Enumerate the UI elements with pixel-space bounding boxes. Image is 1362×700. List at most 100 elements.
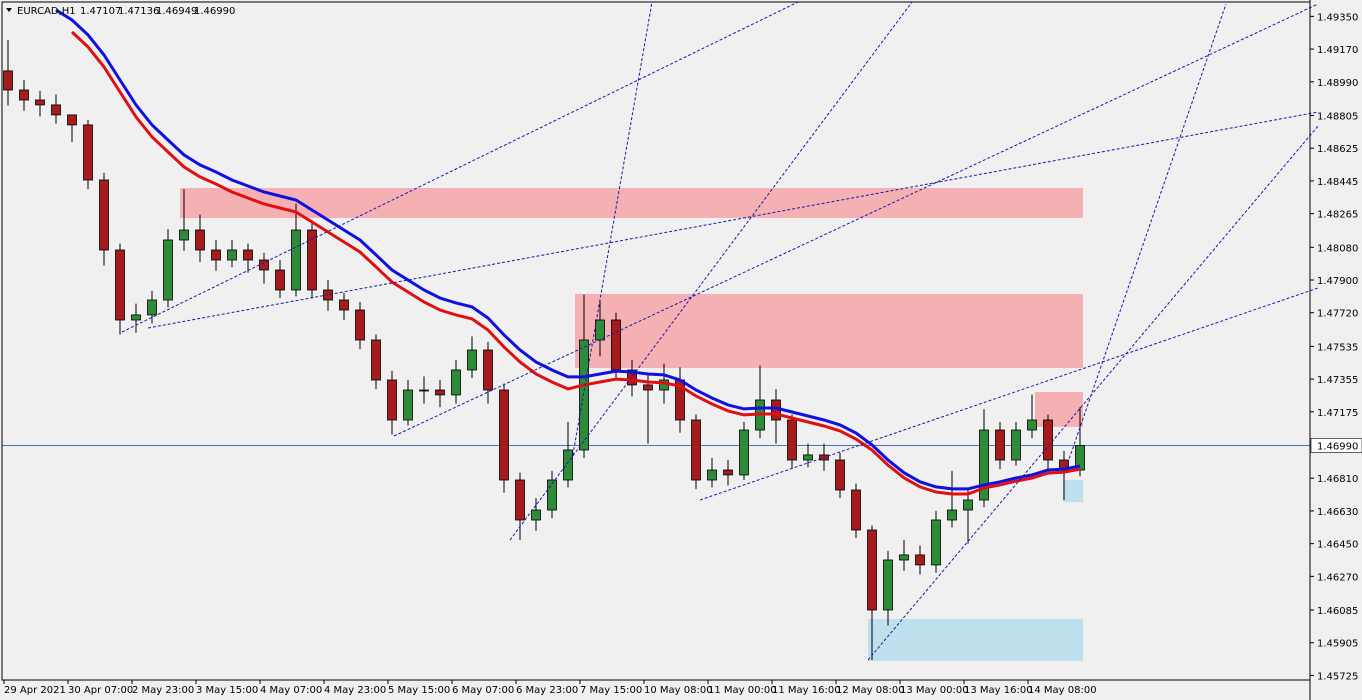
axis: 1.49350 1.49170 1.48990 1.48805 1.48625 1.484… — [3, 0, 1362, 700]
candle-body — [595, 319, 605, 341]
y-tick-label: 1.49350 — [1317, 12, 1358, 23]
candle-body — [611, 319, 621, 371]
candle-body — [243, 249, 253, 261]
candle-body — [451, 369, 461, 396]
candle-body — [35, 99, 45, 106]
candle-body — [163, 239, 173, 301]
x-tick-label: 12 May 08:00 — [836, 685, 905, 696]
candle-body — [467, 349, 477, 371]
candle-body — [499, 389, 509, 481]
trend-line — [509, 1, 913, 541]
candle-body — [179, 229, 189, 241]
candle-body — [195, 229, 205, 251]
candle-body — [627, 369, 637, 386]
candle-body — [147, 299, 157, 316]
trend-line — [867, 125, 1319, 661]
candle-body — [691, 419, 701, 481]
candle-body — [67, 114, 77, 126]
y-tick-label: 1.48625 — [1317, 144, 1358, 155]
candle-body — [291, 229, 301, 291]
y-tick-label: 1.49170 — [1317, 45, 1358, 56]
candle-body — [995, 429, 1005, 461]
x-tick-label: 11 May 00:00 — [708, 685, 777, 696]
x-tick-label: 30 Apr 07:00 — [68, 685, 133, 696]
x-tick-label: 13 May 16:00 — [964, 685, 1033, 696]
candle-body — [131, 314, 141, 321]
candle-body — [915, 554, 925, 566]
candle-body — [19, 89, 29, 101]
current-price-label: 1.46990 — [1317, 441, 1358, 452]
zone — [180, 188, 1083, 218]
candle-body — [979, 429, 989, 501]
candle-body — [803, 454, 813, 461]
candle-body — [99, 179, 109, 251]
y-tick-label: 1.48805 — [1317, 111, 1358, 122]
candle-body — [483, 349, 493, 391]
candle-body — [435, 389, 445, 396]
trend-lines — [121, 1, 1319, 661]
x-tick-label: 11 May 16:00 — [772, 685, 841, 696]
candle-body — [339, 299, 349, 311]
y-tick-label: 1.48265 — [1317, 210, 1358, 221]
candle-body — [1011, 429, 1021, 461]
x-tick-label: 10 May 08:00 — [644, 685, 713, 696]
header-high: 1.47136 — [118, 6, 159, 17]
y-tick-label: 1.48445 — [1317, 177, 1358, 188]
x-tick-label: 29 Apr 2021 — [4, 685, 66, 696]
y-tick-label: 1.46085 — [1317, 606, 1358, 617]
y-tick-label: 1.46630 — [1317, 507, 1358, 518]
candle-body — [883, 559, 893, 611]
candle-body — [643, 384, 653, 391]
x-tick-label: 4 May 23:00 — [324, 685, 386, 696]
header-arrow — [6, 8, 12, 12]
y-tick-label: 1.47900 — [1317, 276, 1358, 287]
header-open: 1.47107 — [80, 6, 121, 17]
x-tick-label: 7 May 15:00 — [580, 685, 642, 696]
trend-line — [1065, 3, 1227, 469]
y-tick-label: 1.47535 — [1317, 342, 1358, 353]
y-tick-label: 1.46270 — [1317, 572, 1358, 583]
candle-body — [387, 379, 397, 421]
y-tick-label: 1.45725 — [1317, 671, 1358, 682]
zone — [868, 618, 1083, 661]
zone — [1035, 392, 1083, 427]
candle-body — [899, 554, 909, 561]
trend-line — [393, 3, 1319, 437]
candle-body — [723, 469, 733, 476]
x-tick-label: 4 May 07:00 — [260, 685, 322, 696]
candle-body — [835, 459, 845, 491]
moving-average — [55, 8, 1081, 491]
candle-body — [355, 309, 365, 341]
candle-body — [867, 529, 877, 611]
candle-body — [707, 469, 717, 481]
candle-body — [1027, 419, 1037, 431]
header-close: 1.46990 — [194, 6, 235, 17]
y-tick-label: 1.46810 — [1317, 474, 1358, 485]
x-tick-label: 14 May 08:00 — [1028, 685, 1097, 696]
trend-line — [147, 111, 1319, 329]
x-tick-label: 6 May 07:00 — [452, 685, 514, 696]
candle-body — [211, 249, 221, 261]
x-tick-label: 13 May 00:00 — [900, 685, 969, 696]
y-tick-label: 1.47175 — [1317, 408, 1358, 419]
moving-average — [70, 30, 1081, 496]
y-tick-label: 1.47720 — [1317, 309, 1358, 320]
candle-body — [531, 509, 541, 521]
current-price-box — [1310, 438, 1362, 453]
candle-body — [307, 229, 317, 291]
x-tick-label: 5 May 15:00 — [388, 685, 450, 696]
candle-body — [275, 269, 285, 291]
y-tick-label: 1.48990 — [1317, 78, 1358, 89]
candle-body — [83, 124, 93, 181]
zone — [575, 294, 1083, 368]
symbol: EURCAD,H1 — [17, 6, 76, 17]
candle-body — [563, 449, 573, 481]
candle-body — [579, 339, 589, 451]
zone — [1063, 480, 1083, 502]
y-tick-label: 1.45905 — [1317, 639, 1358, 650]
candle-body — [547, 479, 557, 511]
candle-body — [3, 70, 13, 91]
zones — [180, 188, 1083, 661]
candle-body — [227, 249, 237, 261]
